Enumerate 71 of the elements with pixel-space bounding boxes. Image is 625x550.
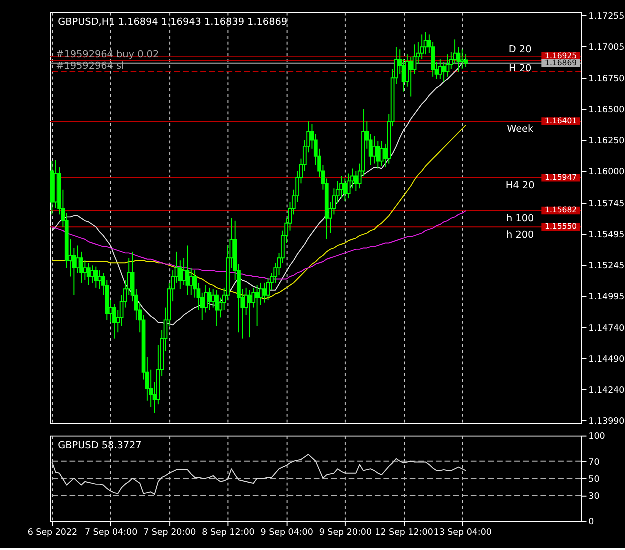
y-tick-label: 1.14240 [588,386,625,396]
candlestick [76,245,80,274]
candlestick [409,56,414,98]
ref-line-label: H 20 [509,63,532,74]
annotation: 1.16869 [545,58,578,68]
y-tick-label: 1.14995 [588,292,625,302]
candlestick [112,304,116,340]
x-tick-label: 8 Sep 12:00 [202,528,255,538]
y-tick-label: 50 [588,474,600,485]
candlestick [343,178,348,202]
y-tick-label: 1.17255 [588,12,625,22]
candlestick [346,173,351,200]
annotation: 1.15682 [545,206,578,215]
candlestick [380,140,384,167]
candlestick [354,170,358,192]
candlestick [460,49,464,70]
x-tick-label: 12 Sep 12:00 [375,528,434,538]
candlestick [182,258,186,286]
y-tick-label: 1.14490 [588,355,625,366]
y-tick-label: 1.13990 [588,417,625,428]
candlestick [83,260,88,281]
x-tick-label: 7 Sep 04:00 [84,528,138,538]
candlestick [420,34,424,60]
candlestick [376,140,380,170]
line-series [52,454,467,496]
annotation: 1.16925 [545,51,578,60]
y-tick-label: 30 [588,492,600,502]
y-tick-label: 100 [588,432,606,442]
candlestick [464,54,468,68]
chart-title: GBPUSD,H1 1.16894 1.16943 1.16839 1.16869 [58,16,288,28]
y-tick-label: 1.16500 [588,106,625,116]
annotation: 1.16401 [545,116,578,126]
y-tick-label: 1.15495 [588,230,625,240]
annotation: 1.15550 [545,222,578,232]
chart-title: GBPUSD 58.3727 [58,440,142,452]
ref-line-label: h 200 [506,230,534,241]
y-tick-label: 1.16000 [588,168,625,178]
candlestick [424,32,428,56]
x-tick-label: 9 Sep 20:00 [319,528,372,538]
annotation: 1.15947 [545,172,578,182]
x-tick-label: 7 Sep 20:00 [144,528,196,538]
candlestick [98,270,102,290]
ref-line-label: Week [507,124,534,136]
candlestick [86,262,91,286]
candlestick [262,282,267,304]
x-tick-label: 6 Sep 2022 [28,528,78,538]
candlestick [340,176,344,200]
candlestick [438,59,442,80]
candlestick [208,287,212,311]
y-tick-label: 70 [588,458,600,468]
ref-line-label: D 20 [508,44,532,56]
x-tick-label: 13 Sep 04:00 [434,528,492,538]
y-tick-label: 1.15745 [588,199,625,210]
candlestick [248,290,252,338]
ref-line-label: h 100 [506,213,534,224]
x-tick-label: 9 Sep 04:00 [260,528,314,538]
candlestick [94,266,98,288]
y-tick-label: 1.16250 [588,136,625,147]
candlestick [189,268,194,296]
y-tick-label: 1.14740 [588,324,625,334]
candlestick [211,288,216,308]
candlestick [186,245,190,296]
y-tick-label: 0 [588,517,594,528]
y-tick-label: 1.16750 [588,74,625,85]
y-tick-label: 1.17005 [588,42,625,53]
candlestick [442,62,446,82]
ref-line-label: H4 20 [506,180,535,192]
candlestick [215,290,219,327]
y-tick-label: 1.15245 [588,261,625,272]
annotation: #19592964 sl [56,61,124,72]
candlestick [255,284,260,327]
